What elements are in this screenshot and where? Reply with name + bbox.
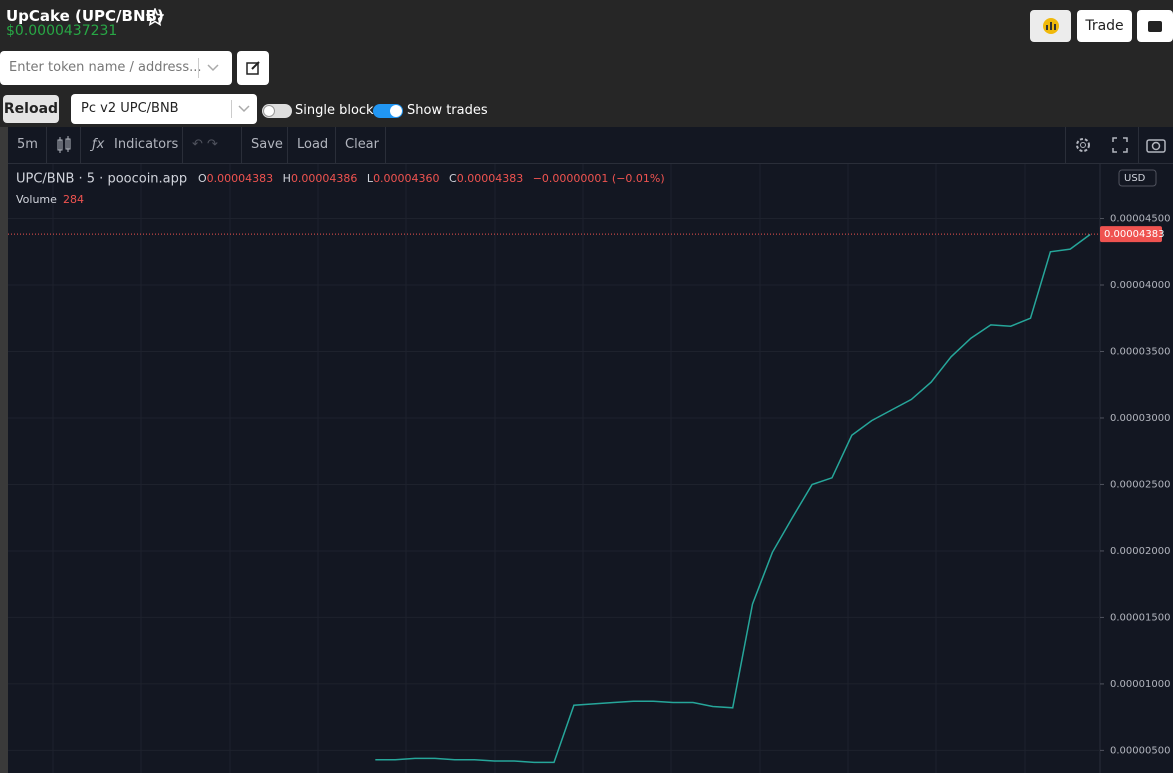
show-trades-label: Show trades: [407, 103, 488, 118]
vertical-grid: [52, 164, 1026, 773]
y-tick-label: 0.00002500: [1110, 479, 1170, 490]
open-label: O: [198, 172, 207, 185]
y-tick-label: 0.00000500: [1110, 745, 1170, 756]
load-button[interactable]: Load: [297, 137, 329, 152]
low-value: 0.00004360: [373, 172, 439, 185]
last-price-badge: [1100, 226, 1162, 243]
clear-button[interactable]: Clear: [345, 137, 379, 152]
open-value: 0.00004383: [207, 172, 273, 185]
candle-type-icon[interactable]: [56, 136, 72, 154]
single-blocks-label: Single blocks: [295, 103, 381, 118]
settings-icon[interactable]: [1074, 136, 1092, 154]
fullscreen-icon[interactable]: [1111, 136, 1129, 154]
price-line: [375, 233, 1091, 764]
currency-select[interactable]: [1118, 169, 1157, 187]
y-tick-label: 0.00004000: [1110, 280, 1170, 291]
price-chart: UPC/BNB · 5 · poocoin.app O0.00004383 H0…: [8, 164, 1173, 773]
reload-button[interactable]: Reload: [3, 95, 59, 123]
fx-icon: ƒx: [92, 137, 105, 152]
currency-label: USD: [1124, 173, 1146, 184]
side-strip: [0, 127, 8, 773]
high-value: 0.00004386: [291, 172, 357, 185]
screenshot-icon[interactable]: [1146, 136, 1166, 154]
pair-select-text: Pc v2 UPC/BNB: [81, 101, 179, 116]
pair-select[interactable]: Pc v2 UPC/BNB: [71, 94, 257, 124]
interval-button[interactable]: 5m: [17, 137, 38, 152]
search-placeholder: Enter token name / address...: [9, 60, 202, 75]
wallet-button[interactable]: [1137, 10, 1173, 42]
y-tick-label: 0.00004500: [1110, 214, 1170, 225]
save-button[interactable]: Save: [251, 137, 283, 152]
low-label: L: [367, 172, 374, 185]
search-input[interactable]: Enter token name / address...: [0, 51, 232, 85]
y-tick-label: 0.00003000: [1110, 413, 1170, 424]
token-price: $0.0000437231: [6, 23, 118, 39]
legend-ohlc: O0.00004383 H0.00004386 L0.00004360 C0.0…: [198, 172, 665, 185]
chart-toggle[interactable]: [1030, 10, 1071, 42]
trade-button[interactable]: Trade: [1077, 10, 1132, 42]
last-price-label: 0.00004383: [1104, 229, 1164, 240]
indicators-button[interactable]: Indicators: [114, 137, 179, 152]
chart-toolbar: [8, 127, 1173, 164]
legend-symbol: UPC/BNB · 5 · poocoin.app: [16, 172, 187, 187]
show-trades-toggle[interactable]: [373, 104, 403, 118]
y-tick-label: 0.00001000: [1110, 679, 1170, 690]
volume-label: Volume: [16, 193, 57, 206]
y-tick-label: 0.00001500: [1110, 612, 1170, 623]
edit-button[interactable]: [237, 51, 269, 85]
close-label: C: [449, 172, 457, 185]
close-value: 0.00004383: [457, 172, 523, 185]
volume-value: 284: [63, 193, 84, 206]
undo-redo-icons[interactable]: ↶ ↷: [192, 137, 218, 152]
token-title: UpCake (UPC/BNB): [6, 7, 164, 25]
high-label: H: [283, 172, 291, 185]
single-blocks-toggle[interactable]: [262, 104, 292, 118]
favorite-star[interactable]: [146, 8, 164, 26]
y-tick-label: 0.00002000: [1110, 546, 1170, 557]
change-value: −0.00000001 (−0.01%): [533, 172, 665, 185]
y-tick-label: 0.00003500: [1110, 346, 1170, 357]
